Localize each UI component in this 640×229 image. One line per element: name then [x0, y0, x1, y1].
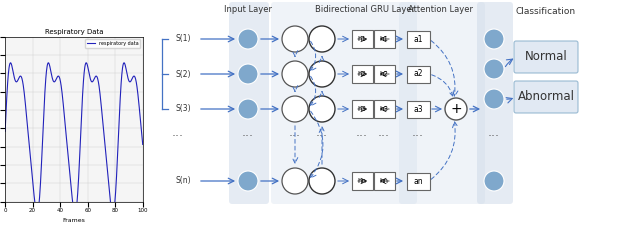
Circle shape: [445, 98, 467, 120]
Text: S(1): S(1): [175, 35, 191, 44]
Text: S(n): S(n): [175, 177, 191, 185]
Text: Normal: Normal: [525, 51, 568, 63]
FancyBboxPatch shape: [514, 41, 578, 73]
FancyBboxPatch shape: [374, 30, 394, 48]
Text: Classification: Classification: [516, 6, 576, 16]
FancyBboxPatch shape: [514, 81, 578, 113]
Text: Abnormal: Abnormal: [518, 90, 575, 104]
Text: Bidirectional GRU Layer: Bidirectional GRU Layer: [315, 5, 415, 14]
Text: an: an: [413, 177, 423, 185]
respiratory data: [93, 77, 101, 79]
FancyBboxPatch shape: [374, 172, 394, 190]
FancyBboxPatch shape: [351, 30, 372, 48]
FancyBboxPatch shape: [351, 100, 372, 118]
Text: S(2): S(2): [175, 69, 191, 79]
Circle shape: [309, 96, 335, 122]
Text: ···: ···: [356, 131, 368, 144]
Text: ···: ···: [412, 131, 424, 144]
Circle shape: [309, 168, 335, 194]
Text: a3: a3: [413, 104, 423, 114]
Circle shape: [238, 99, 258, 119]
Text: ···: ···: [316, 131, 328, 144]
Circle shape: [282, 26, 308, 52]
Text: +: +: [450, 102, 462, 116]
Circle shape: [282, 61, 308, 87]
Text: a2: a2: [413, 69, 423, 79]
Line: respiratory data: respiratory data: [5, 63, 143, 213]
Text: Attention Layer: Attention Layer: [408, 5, 472, 14]
respiratory data: [71, 212, 79, 215]
Text: Input Layer: Input Layer: [224, 5, 272, 14]
FancyBboxPatch shape: [351, 172, 372, 190]
Legend: respiratory data: respiratory data: [86, 39, 140, 48]
Text: h2: h2: [380, 71, 388, 77]
Text: h2: h2: [358, 71, 367, 77]
FancyBboxPatch shape: [406, 65, 429, 82]
Circle shape: [484, 59, 504, 79]
Text: h3: h3: [380, 106, 388, 112]
respiratory data: [106, 188, 113, 191]
Circle shape: [238, 64, 258, 84]
FancyBboxPatch shape: [271, 2, 417, 204]
respiratory data: [83, 62, 90, 65]
Circle shape: [309, 26, 335, 52]
Text: a1: a1: [413, 35, 423, 44]
Text: hn: hn: [380, 178, 388, 184]
FancyBboxPatch shape: [374, 65, 394, 83]
FancyBboxPatch shape: [406, 30, 429, 47]
Text: ···: ···: [289, 131, 301, 144]
respiratory data: [26, 146, 33, 149]
Circle shape: [238, 171, 258, 191]
respiratory data: [139, 143, 147, 146]
Circle shape: [484, 89, 504, 109]
FancyBboxPatch shape: [229, 2, 269, 204]
Title: Respiratory Data: Respiratory Data: [45, 29, 103, 35]
FancyBboxPatch shape: [406, 101, 429, 117]
FancyBboxPatch shape: [351, 65, 372, 83]
Circle shape: [238, 29, 258, 49]
Text: hn: hn: [358, 178, 367, 184]
Circle shape: [309, 61, 335, 87]
Circle shape: [282, 168, 308, 194]
Text: ···: ···: [242, 131, 254, 144]
respiratory data: [1, 130, 9, 133]
Text: S(3): S(3): [175, 104, 191, 114]
Circle shape: [484, 171, 504, 191]
Text: h1: h1: [358, 36, 367, 42]
FancyBboxPatch shape: [374, 100, 394, 118]
Circle shape: [484, 29, 504, 49]
X-axis label: Frames: Frames: [63, 218, 85, 223]
Text: ···: ···: [488, 131, 500, 144]
Text: ···: ···: [172, 131, 184, 144]
respiratory data: [63, 147, 71, 149]
FancyBboxPatch shape: [399, 2, 485, 204]
FancyBboxPatch shape: [406, 172, 429, 190]
respiratory data: [36, 182, 44, 184]
respiratory data: [83, 61, 90, 64]
FancyBboxPatch shape: [477, 2, 513, 204]
Circle shape: [282, 96, 308, 122]
Text: ···: ···: [378, 131, 390, 144]
Text: h1: h1: [380, 36, 388, 42]
Text: h3: h3: [358, 106, 367, 112]
